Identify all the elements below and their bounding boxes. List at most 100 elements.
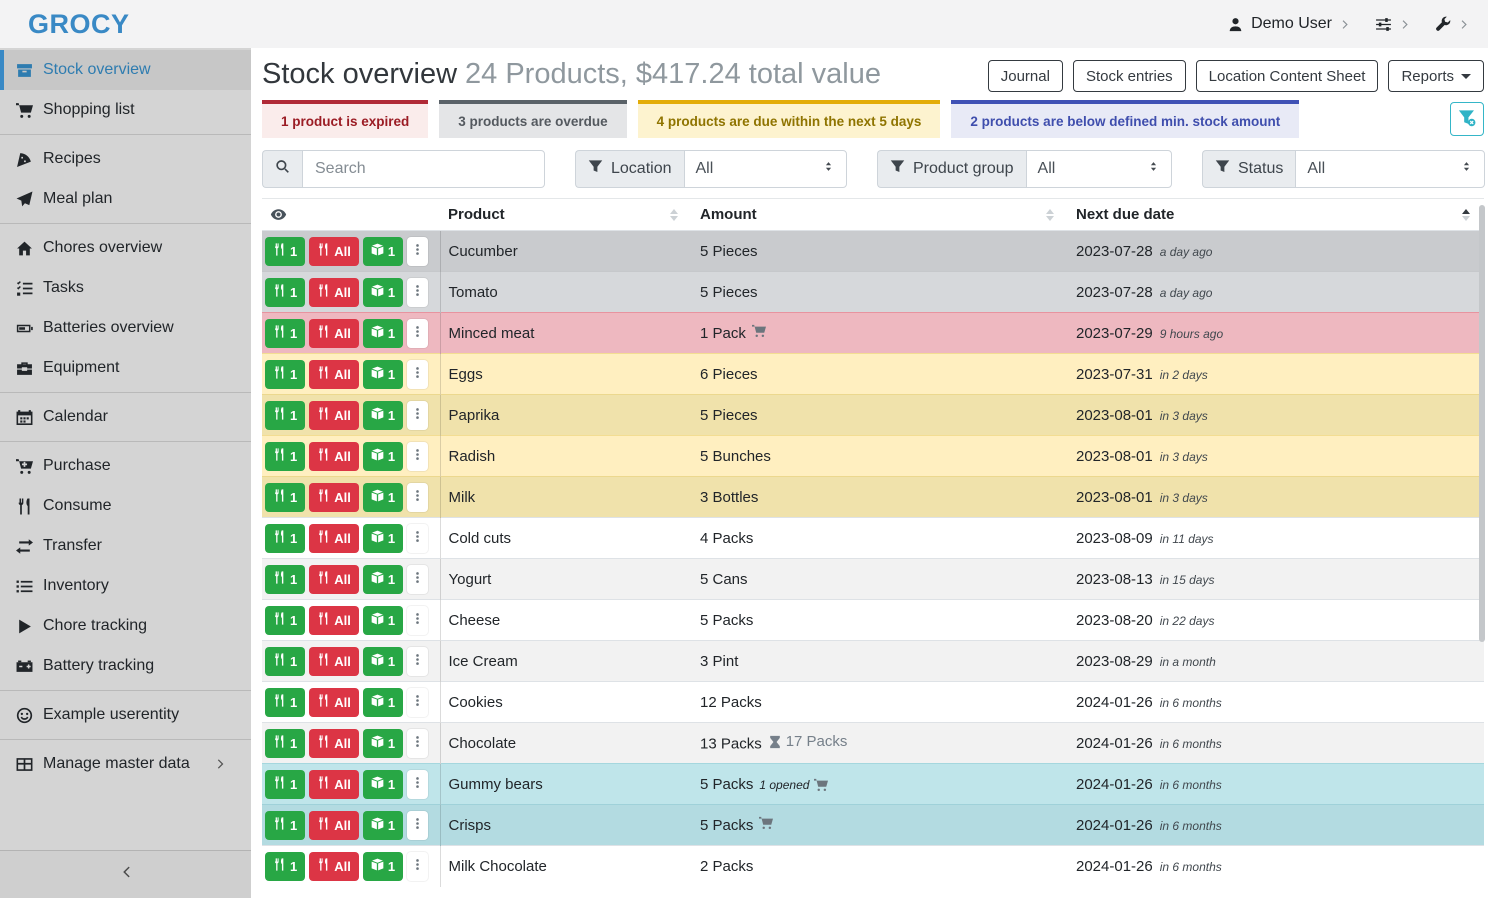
banner-overdue[interactable]: 3 products are overdue [439, 100, 626, 138]
consume-one-button[interactable]: 1 [265, 524, 305, 553]
consume-all-button[interactable]: All [309, 401, 359, 430]
open-one-button[interactable]: 1 [363, 565, 403, 594]
consume-one-button[interactable]: 1 [265, 237, 305, 266]
row-menu-button[interactable] [407, 237, 428, 266]
stock-entries-button[interactable]: Stock entries [1073, 60, 1186, 92]
reports-dropdown-button[interactable]: Reports [1388, 60, 1484, 92]
consume-one-button[interactable]: 1 [265, 278, 305, 307]
open-one-button[interactable]: 1 [363, 811, 403, 840]
sidebar-item-batteries-overview[interactable]: Batteries overview [0, 308, 251, 348]
column-visibility-header[interactable] [262, 199, 440, 231]
consume-one-button[interactable]: 1 [265, 647, 305, 676]
consume-all-button[interactable]: All [309, 606, 359, 635]
journal-button[interactable]: Journal [988, 60, 1063, 92]
sidebar-item-meal-plan[interactable]: Meal plan [0, 179, 251, 219]
open-one-button[interactable]: 1 [363, 360, 403, 389]
consume-one-button[interactable]: 1 [265, 606, 305, 635]
clear-filter-button[interactable] [1450, 102, 1484, 136]
sidebar-item-chore-tracking[interactable]: Chore tracking [0, 606, 251, 646]
consume-one-button[interactable]: 1 [265, 401, 305, 430]
open-one-button[interactable]: 1 [363, 688, 403, 717]
consume-all-button[interactable]: All [309, 852, 359, 881]
sidebar-item-equipment[interactable]: Equipment [0, 348, 251, 388]
sidebar-item-example-userentity[interactable]: Example userentity [0, 695, 251, 735]
open-one-button[interactable]: 1 [363, 647, 403, 676]
location-content-sheet-button[interactable]: Location Content Sheet [1196, 60, 1379, 92]
consume-one-button[interactable]: 1 [265, 770, 305, 799]
sidebar-item-chores-overview[interactable]: Chores overview [0, 228, 251, 268]
search-input[interactable] [302, 150, 545, 188]
row-menu-button[interactable] [407, 688, 428, 717]
sidebar-item-purchase[interactable]: Purchase [0, 446, 251, 486]
consume-one-button[interactable]: 1 [265, 688, 305, 717]
row-menu-button[interactable] [407, 524, 428, 553]
sidebar-item-inventory[interactable]: Inventory [0, 566, 251, 606]
consume-one-button[interactable]: 1 [265, 565, 305, 594]
consume-one-button[interactable]: 1 [265, 811, 305, 840]
row-menu-button[interactable] [407, 319, 428, 348]
row-menu-button[interactable] [407, 852, 428, 881]
product-column-header[interactable]: Product [440, 199, 692, 231]
row-menu-button[interactable] [407, 606, 428, 635]
sidebar-item-recipes[interactable]: Recipes [0, 139, 251, 179]
consume-all-button[interactable]: All [309, 524, 359, 553]
consume-all-button[interactable]: All [309, 319, 359, 348]
open-one-button[interactable]: 1 [363, 729, 403, 758]
row-menu-button[interactable] [407, 278, 428, 307]
consume-one-button[interactable]: 1 [265, 442, 305, 471]
sidebar-item-consume[interactable]: Consume [0, 486, 251, 526]
user-menu[interactable]: Demo User [1228, 15, 1351, 33]
consume-one-button[interactable]: 1 [265, 483, 305, 512]
open-one-button[interactable]: 1 [363, 606, 403, 635]
row-menu-button[interactable] [407, 401, 428, 430]
location-select[interactable]: All [684, 150, 848, 188]
consume-one-button[interactable]: 1 [265, 319, 305, 348]
row-menu-button[interactable] [407, 442, 428, 471]
row-menu-button[interactable] [407, 565, 428, 594]
consume-all-button[interactable]: All [309, 729, 359, 758]
vertical-scrollbar[interactable] [1479, 205, 1485, 642]
consume-all-button[interactable]: All [309, 770, 359, 799]
row-menu-button[interactable] [407, 811, 428, 840]
open-one-button[interactable]: 1 [363, 237, 403, 266]
consume-all-button[interactable]: All [309, 442, 359, 471]
consume-one-button[interactable]: 1 [265, 360, 305, 389]
consume-all-button[interactable]: All [309, 811, 359, 840]
settings-menu[interactable] [1375, 16, 1411, 33]
open-one-button[interactable]: 1 [363, 401, 403, 430]
consume-all-button[interactable]: All [309, 360, 359, 389]
banner-due-soon[interactable]: 4 products are due within the next 5 day… [638, 100, 941, 138]
consume-one-button[interactable]: 1 [265, 852, 305, 881]
consume-all-button[interactable]: All [309, 483, 359, 512]
banner-expired[interactable]: 1 product is expired [262, 100, 428, 138]
consume-all-button[interactable]: All [309, 647, 359, 676]
row-menu-button[interactable] [407, 770, 428, 799]
sidebar-item-battery-tracking[interactable]: Battery tracking [0, 646, 251, 686]
open-one-button[interactable]: 1 [363, 442, 403, 471]
sidebar-item-manage-master-data[interactable]: Manage master data [0, 744, 251, 784]
open-one-button[interactable]: 1 [363, 483, 403, 512]
open-one-button[interactable]: 1 [363, 770, 403, 799]
due-date-column-header[interactable]: Next due date [1068, 199, 1484, 231]
grocy-logo[interactable]: GROCY [28, 9, 130, 40]
row-menu-button[interactable] [407, 647, 428, 676]
consume-all-button[interactable]: All [309, 565, 359, 594]
open-one-button[interactable]: 1 [363, 852, 403, 881]
consume-one-button[interactable]: 1 [265, 729, 305, 758]
product-group-select[interactable]: All [1026, 150, 1172, 188]
sidebar-item-transfer[interactable]: Transfer [0, 526, 251, 566]
sidebar-collapse-button[interactable] [0, 850, 251, 898]
row-menu-button[interactable] [407, 729, 428, 758]
amount-column-header[interactable]: Amount [692, 199, 1068, 231]
open-one-button[interactable]: 1 [363, 524, 403, 553]
consume-all-button[interactable]: All [309, 688, 359, 717]
admin-menu[interactable] [1435, 16, 1470, 32]
sidebar-item-shopping-list[interactable]: Shopping list [0, 90, 251, 130]
status-select[interactable]: All [1295, 150, 1485, 188]
row-menu-button[interactable] [407, 483, 428, 512]
open-one-button[interactable]: 1 [363, 319, 403, 348]
open-one-button[interactable]: 1 [363, 278, 403, 307]
consume-all-button[interactable]: All [309, 237, 359, 266]
sidebar-item-stock-overview[interactable]: Stock overview [0, 50, 251, 90]
sidebar-item-tasks[interactable]: Tasks [0, 268, 251, 308]
